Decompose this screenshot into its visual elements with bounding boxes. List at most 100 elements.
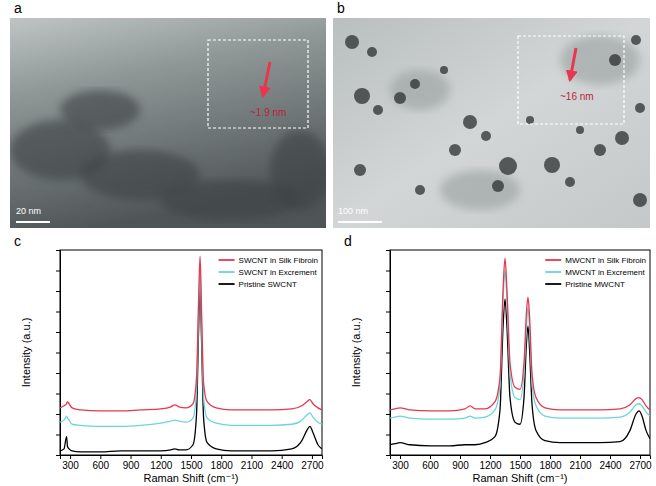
y-axis-line [56, 251, 61, 456]
legend-entry: MWCNT in Silk Fibroin [545, 256, 646, 265]
legend-swatch [219, 259, 235, 261]
x-tick-mark [490, 455, 491, 459]
y-tick-mark [56, 250, 60, 251]
spectrum-line [60, 271, 322, 427]
y-axis-line [386, 251, 391, 456]
panel-label: a [14, 0, 22, 16]
spectrum-line [390, 299, 650, 446]
y-tick [56, 394, 60, 395]
x-tick: 2100 [241, 455, 264, 471]
panel-label: b [337, 0, 345, 16]
x-axis-title: Raman Shift (cm⁻¹) [472, 472, 567, 484]
y-tick-mark [56, 394, 60, 395]
legend-label: SWCNT in Silk Fibroin [239, 256, 318, 265]
scale-bar [16, 221, 50, 223]
y-tick [56, 455, 60, 456]
y-tick [386, 353, 390, 354]
y-tick-mark [56, 271, 60, 272]
tem-particle [463, 115, 477, 129]
tem-particle [576, 126, 584, 134]
tem-particle [631, 35, 641, 45]
x-axis-line [391, 456, 651, 460]
tem-texture-blob [560, 35, 640, 85]
x-axis-line [61, 456, 323, 460]
x-tick: 300 [392, 455, 409, 471]
y-axis-title: Intensity (a.u.) [20, 318, 32, 388]
legend-entry: Pristine SWCNT [219, 280, 297, 289]
x-tick-label: 900 [123, 460, 140, 471]
series-group [60, 256, 322, 452]
x-tick-label: 2700 [629, 460, 652, 471]
x-tick-label: 1500 [180, 460, 203, 471]
y-tick-mark [56, 332, 60, 333]
plot-frame [390, 250, 650, 455]
y-tick [386, 271, 390, 272]
x-tick-mark [70, 455, 71, 459]
tem-particle [481, 131, 491, 141]
y-tick-mark [56, 312, 60, 313]
x-tick: 2700 [629, 455, 652, 471]
spectrum-line [60, 256, 322, 411]
tem-particle [615, 131, 629, 145]
y-tick-mark [386, 332, 390, 333]
x-tick: 1800 [211, 455, 234, 471]
tem-particle [354, 164, 366, 176]
x-tick-label: 1800 [539, 460, 562, 471]
x-tick-label: 600 [92, 460, 109, 471]
tem-particle [499, 157, 517, 175]
legend-swatch [545, 283, 561, 285]
panel-label: c [14, 233, 21, 249]
x-tick: 2400 [271, 455, 294, 471]
y-tick-mark [386, 312, 390, 313]
tem-particle [492, 180, 504, 192]
tem-particle [410, 79, 420, 89]
y-tick-mark [386, 291, 390, 292]
y-tick [56, 414, 60, 415]
y-tick [386, 414, 390, 415]
tem-image [333, 18, 650, 228]
highlight-box [518, 36, 624, 124]
x-tick-mark [312, 455, 313, 459]
y-tick-mark [56, 435, 60, 436]
legend-entry: MWCNT in Excrement [545, 268, 645, 277]
plot-frame [60, 250, 322, 455]
x-tick-mark [100, 455, 101, 459]
y-tick [386, 373, 390, 374]
chart: 300600900120015001800210024002700Raman S… [14, 233, 324, 484]
x-tick-label: 1500 [509, 460, 532, 471]
scale-bar-label: 20 nm [16, 206, 41, 216]
y-tick-mark [386, 373, 390, 374]
tem-particle [354, 88, 370, 104]
x-tick-mark [131, 455, 132, 459]
spectrum-line [390, 271, 650, 420]
x-tick-label: 600 [422, 460, 439, 471]
x-tick: 2700 [301, 455, 324, 471]
tem-texture [345, 35, 647, 210]
x-tick-mark [251, 455, 252, 459]
y-tick [386, 291, 390, 292]
y-tick-mark [386, 250, 390, 251]
y-tick-mark [56, 414, 60, 415]
y-tick-mark [386, 353, 390, 354]
x-tick-label: 2100 [569, 460, 592, 471]
tem-particle [367, 47, 377, 57]
y-tick [56, 271, 60, 272]
highlight-box [208, 40, 308, 128]
y-tick [386, 332, 390, 333]
legend-entry: SWCNT in Excrement [219, 268, 318, 277]
y-axis [386, 251, 391, 456]
tem-particle [394, 92, 406, 104]
tem-panel: ~16 nm100 nm [333, 18, 650, 228]
legend-swatch [545, 259, 561, 261]
annotation: ~1.9 nm [250, 107, 286, 118]
y-tick [56, 353, 60, 354]
tem-texture-blob [60, 90, 140, 130]
y-tick-mark [56, 353, 60, 354]
tem-particle [609, 54, 621, 66]
y-tick [56, 435, 60, 436]
tem-particle [345, 35, 359, 49]
spectrum-line [390, 258, 650, 411]
x-tick-mark [580, 455, 581, 459]
x-tick-label: 2700 [301, 460, 324, 471]
tem-particle [544, 157, 560, 173]
